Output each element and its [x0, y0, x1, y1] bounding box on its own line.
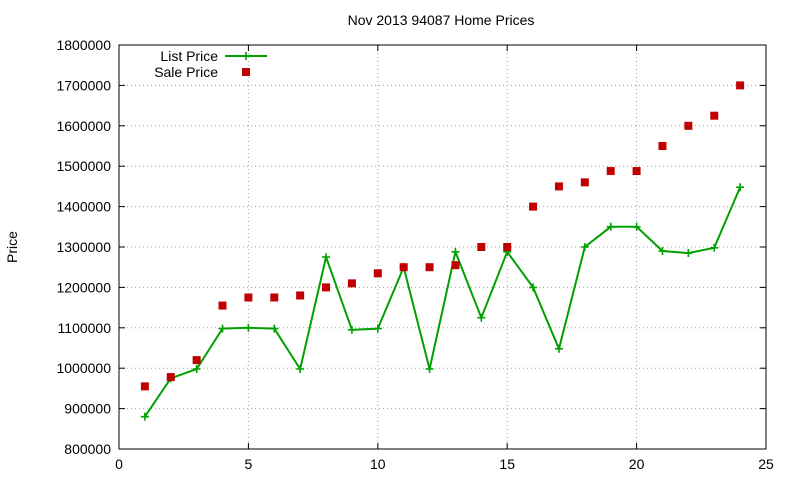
legend-marker	[242, 52, 250, 60]
data-point	[710, 111, 719, 120]
y-tick-label: 1400000	[56, 199, 111, 215]
y-axis-label: Price	[4, 231, 20, 263]
series-layer	[140, 81, 745, 421]
data-point	[296, 365, 305, 374]
x-tick-label: 25	[758, 456, 774, 472]
y-tick-label: 1200000	[56, 279, 111, 295]
data-point	[503, 243, 512, 251]
data-point	[218, 301, 227, 310]
x-tick-label: 10	[370, 456, 386, 472]
data-point	[529, 283, 538, 292]
data-point	[425, 365, 434, 374]
data-point	[658, 247, 667, 256]
data-point	[270, 293, 279, 302]
data-point	[244, 323, 253, 332]
chart-title: Nov 2013 94087 Home Prices	[348, 12, 535, 28]
data-point	[373, 269, 382, 278]
x-tick-label: 5	[245, 456, 253, 472]
data-point	[477, 313, 486, 322]
data-point	[736, 81, 745, 90]
data-point	[554, 344, 563, 353]
x-tick-label: 15	[499, 456, 515, 472]
data-point	[218, 324, 227, 333]
grid-lines	[119, 45, 766, 449]
data-point	[529, 202, 538, 211]
data-point	[606, 222, 615, 231]
data-point	[140, 412, 149, 421]
axis-ticks: 800000 900000 1000000 1100000 1200000 1300000…	[56, 37, 774, 472]
data-point	[192, 356, 201, 365]
y-tick-label: 900000	[64, 401, 111, 417]
data-point	[632, 167, 641, 176]
data-point	[477, 243, 486, 251]
data-point	[399, 263, 408, 272]
data-point	[373, 324, 382, 333]
data-point	[580, 243, 589, 251]
data-point	[140, 382, 149, 391]
data-point	[684, 249, 693, 258]
data-point	[554, 182, 563, 191]
data-point	[451, 261, 460, 270]
y-tick-label: 1600000	[56, 118, 111, 134]
data-point	[322, 283, 331, 292]
data-point	[580, 178, 589, 187]
y-tick-label: 1000000	[56, 360, 111, 376]
plot-frame	[118, 44, 767, 450]
data-point	[451, 247, 460, 256]
series-sale-price	[140, 81, 745, 391]
data-point	[425, 263, 434, 272]
legend-label: Sale Price	[154, 64, 218, 80]
data-point	[632, 222, 641, 231]
data-point	[322, 253, 331, 262]
data-point	[710, 243, 719, 252]
data-point	[606, 167, 615, 176]
y-tick-label: 1300000	[56, 239, 111, 255]
legend-label: List Price	[160, 48, 218, 64]
legend-marker	[242, 68, 250, 76]
data-point	[347, 279, 356, 288]
data-point	[192, 365, 201, 374]
series-line	[144, 186, 742, 418]
y-tick-label: 1700000	[56, 77, 111, 93]
series-list-price	[140, 183, 745, 421]
y-tick-label: 1100000	[58, 320, 112, 336]
x-tick-label: 0	[115, 456, 123, 472]
data-point	[347, 325, 356, 334]
y-tick-label: 1500000	[56, 158, 111, 174]
data-point	[684, 121, 693, 130]
data-point	[296, 291, 305, 300]
y-tick-label: 1800000	[56, 37, 111, 53]
data-point	[736, 183, 745, 192]
data-point	[270, 324, 279, 333]
data-point	[244, 293, 253, 302]
data-point	[166, 373, 175, 382]
data-point	[658, 142, 667, 150]
x-tick-label: 20	[629, 456, 645, 472]
y-tick-label: 800000	[64, 441, 111, 457]
